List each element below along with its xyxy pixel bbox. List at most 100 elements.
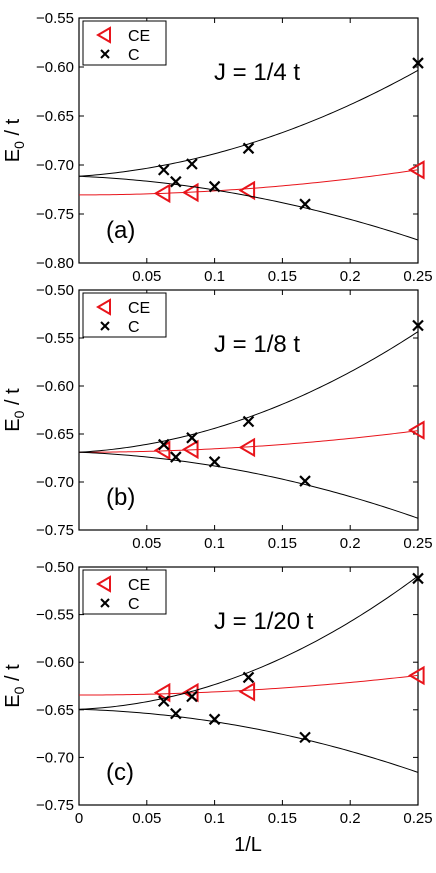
legend-box [82, 292, 167, 338]
y-tick-label: −0.55 [36, 330, 74, 347]
data-point-c [242, 671, 255, 684]
legend-box [82, 20, 167, 66]
fit-curve-ce-0 [79, 169, 418, 196]
data-point-c-stroke [186, 432, 198, 444]
coupling-annotation: J = 1/4 t [214, 59, 300, 86]
y-tick-label: −0.55 [36, 10, 74, 27]
data-point-c-stroke [208, 456, 221, 468]
panel-label: (b) [106, 484, 135, 511]
x-tick-label: 0.1 [204, 268, 225, 285]
y-tick-label: −0.50 [36, 282, 74, 299]
y-tick-label: −0.70 [36, 157, 74, 174]
data-point-c-stroke [157, 695, 170, 708]
y-tick-label: −0.75 [36, 206, 74, 223]
legend-ce-marker [96, 26, 111, 44]
fit-curve-c-1 [79, 575, 418, 710]
data-point-c [157, 164, 170, 176]
legend: CE C [82, 569, 167, 615]
data-point-c [412, 319, 424, 332]
data-point-c [208, 713, 221, 726]
data-point-c-stroke [170, 451, 182, 463]
y-axis-label: E0 / t [2, 118, 27, 162]
x-tick-label: 0.05 [132, 810, 161, 827]
data-point-c-stroke [186, 158, 198, 170]
fit-curve-c-2 [79, 451, 418, 519]
x-tick-label: 0.05 [132, 268, 161, 285]
data-point-c [208, 456, 221, 468]
y-tick-label: −0.60 [36, 59, 74, 76]
legend-ce-label: CE [128, 577, 150, 594]
x-tick-label: 0.2 [340, 810, 361, 827]
chart-panel-3: 0 0.05 0.1 0.15 0.2 0.25 −0.50 −0.55 −0.60 −0.65 −… [2, 559, 433, 827]
legend-ce-marker [96, 575, 111, 593]
data-point-ce [153, 682, 171, 703]
x-tick-label: 0.25 [403, 268, 432, 285]
coupling-annotation: J = 1/20 t [214, 608, 314, 635]
y-tick-label: −0.65 [36, 108, 74, 125]
data-point-c-stroke [412, 319, 424, 332]
y-axis-label: E0 / t [2, 388, 27, 432]
plot-frame [78, 566, 419, 806]
data-point-c [157, 438, 170, 451]
x-tick-label: 0.1 [204, 810, 225, 827]
data-point-ce [181, 439, 199, 460]
legend-ce-label: CE [128, 28, 150, 45]
data-point-c-stroke [208, 180, 221, 193]
x-axis-label: 1/L [234, 834, 262, 856]
fit-curve-ce-0 [79, 674, 418, 696]
fit-curve-ce-0 [79, 430, 418, 453]
data-point-c-stroke [242, 142, 255, 155]
x-tick-label: 0 [75, 810, 83, 827]
data-point-c-stroke [299, 198, 311, 210]
legend: CE C [82, 20, 167, 66]
data-point-c-stroke [299, 731, 311, 744]
data-point-c-stroke [412, 572, 424, 585]
x-tick-label: 0.25 [403, 535, 432, 552]
data-point-c [186, 690, 198, 703]
data-point-c [412, 57, 424, 69]
legend-c-marker [100, 598, 110, 608]
fit-curve-c-2 [79, 708, 418, 773]
legend-c-label: C [128, 319, 140, 336]
x-tick-label: 0.15 [268, 268, 297, 285]
y-tick-label: −0.60 [36, 378, 74, 395]
data-point-ce [408, 160, 425, 180]
x-tick-label: 0.1 [204, 535, 225, 552]
data-point-c [157, 695, 170, 708]
legend-ce-marker [96, 298, 111, 316]
data-point-ce [238, 180, 256, 201]
x-tick-label: 0.2 [340, 535, 361, 552]
data-point-c-stroke [412, 57, 424, 69]
legend-ce-label: CE [128, 300, 150, 317]
data-point-c [208, 180, 221, 193]
y-tick-label: −0.50 [36, 559, 74, 576]
data-point-c-stroke [186, 690, 198, 703]
data-point-c-stroke [242, 415, 255, 428]
fit-curve-c-1 [79, 69, 418, 177]
data-point-c [186, 158, 198, 170]
y-tick-label: −0.75 [36, 797, 74, 814]
data-point-c [299, 731, 311, 744]
data-point-ce [238, 681, 256, 702]
fit-curve-c-2 [79, 175, 418, 241]
data-point-c [170, 451, 182, 463]
data-point-c-stroke [157, 164, 170, 176]
y-tick-label: −0.65 [36, 702, 74, 719]
y-tick-label: −0.65 [36, 426, 74, 443]
data-point-c [242, 142, 255, 155]
data-point-ce [408, 420, 425, 440]
data-point-ce [238, 437, 256, 458]
data-point-c [242, 415, 255, 428]
data-point-c [412, 572, 424, 585]
data-point-c-stroke [242, 671, 255, 684]
coupling-annotation: J = 1/8 t [214, 331, 300, 358]
chart-panel-2: 0.05 0.1 0.15 0.2 0.25 −0.50 −0.55 −0.60 −0.65 −0… [2, 282, 433, 552]
x-tick-label: 0.25 [403, 810, 432, 827]
data-point-c [299, 475, 311, 487]
data-point-ce [408, 665, 425, 686]
x-tick-label: 0.15 [268, 535, 297, 552]
data-point-c [186, 432, 198, 444]
plot-frame [78, 289, 419, 531]
x-tick-label: 0.2 [340, 268, 361, 285]
